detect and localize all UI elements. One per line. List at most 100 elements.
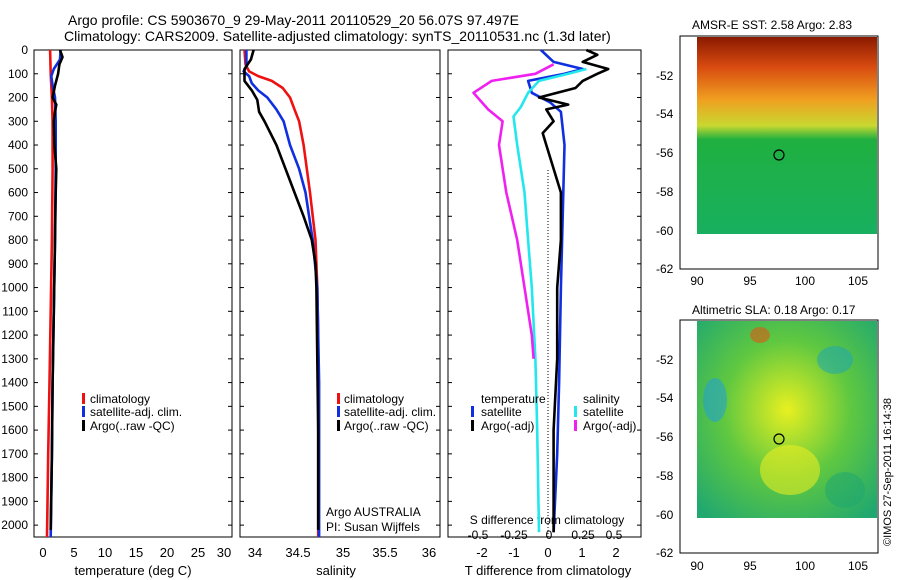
legend-label: Argo(-adj) <box>583 419 636 433</box>
s-difference-ticks: -0.5 -0.25 0 0.25 0.5 <box>468 528 623 542</box>
sla-anomaly-patch <box>825 472 865 508</box>
map-xtick: 100 <box>795 559 815 573</box>
sla-map-title: Altimetric SLA: 0.18 Argo: 0.17 <box>692 303 856 317</box>
depth-tick-label: 700 <box>8 209 28 223</box>
depth-tick-labels: 0 100 200 300 400 500 600 700 800 900 1000 1100 1200… <box>1 43 28 532</box>
argo-float-marker <box>773 149 785 161</box>
map-ytick: -52 <box>656 69 674 83</box>
legend-swatch-t-argo <box>471 420 474 431</box>
title-line-1: Argo profile: CS 5903670_9 29-May-2011 2… <box>68 12 519 28</box>
legend-swatch-satellite <box>337 406 340 417</box>
axis-ticks <box>34 49 641 526</box>
sla-map-xticks: 90 95 100 105 <box>690 559 868 573</box>
depth-tick-label: 1700 <box>1 447 28 461</box>
legend-swatch-argo <box>337 420 340 431</box>
legend-label: Argo(..raw -QC) <box>344 419 429 433</box>
legend-label: climatology <box>344 392 404 406</box>
salinity-xtick: 34.5 <box>285 545 310 560</box>
series-line-satellite-adj-clim- <box>242 50 321 537</box>
series-line-salinity-argo-adj- <box>472 63 555 359</box>
series-line-temperature-satellite <box>526 49 585 533</box>
map-ytick: -62 <box>656 546 674 560</box>
depth-tick-label: 0 <box>21 43 28 57</box>
depth-tick-label: 1500 <box>1 399 28 413</box>
legend-label: climatology <box>90 392 150 406</box>
salinity-xlabel: salinity <box>316 563 356 578</box>
legend-label: satellite-adj. clim. <box>90 405 182 419</box>
temperature-xticks: 0 5 10 15 20 25 30 <box>39 545 231 560</box>
depth-tick-label: 1400 <box>1 376 28 390</box>
difference-legend: temperature satellite Argo(-adj) salinit… <box>471 392 636 433</box>
sst-map-field <box>697 37 877 234</box>
legend-swatch-climatology <box>82 393 85 404</box>
temperature-xtick: 30 <box>217 545 231 560</box>
t-diff-tick: -2 <box>476 545 488 560</box>
legend-swatch-satellite <box>82 406 85 417</box>
map-ytick: -56 <box>656 146 674 160</box>
temperature-xtick: 25 <box>191 545 205 560</box>
legend-swatch-s-argo <box>574 420 577 431</box>
sla-anomaly-patch <box>817 346 853 374</box>
sla-map-blobs <box>703 327 865 508</box>
depth-tick-label: 1000 <box>1 281 28 295</box>
t-diff-tick: -1 <box>508 545 520 560</box>
depth-tick-label: 100 <box>8 67 28 81</box>
title-line-2: Climatology: CARS2009. Satellite-adjuste… <box>64 28 611 44</box>
legend-heading-salinity: salinity <box>583 392 620 406</box>
depth-tick-label: 900 <box>8 257 28 271</box>
depth-tick-label: 200 <box>8 91 28 105</box>
map-ytick: -54 <box>656 391 674 405</box>
temperature-legend: climatology satellite-adj. clim. Argo(..… <box>82 392 182 433</box>
legend-label: Argo(..raw -QC) <box>90 419 175 433</box>
map-xtick: 90 <box>690 274 704 288</box>
panel-difference-frame <box>447 49 642 538</box>
temperature-xtick: 0 <box>39 545 46 560</box>
series-line-argo-raw-qc- <box>49 49 64 530</box>
s-diff-tick: 0.5 <box>606 528 623 542</box>
panel-temperature-frame <box>33 49 233 538</box>
t-diff-tick: 0 <box>544 545 551 560</box>
series-line-salinity-satellite <box>512 67 587 533</box>
depth-tick-label: 1900 <box>1 494 28 508</box>
map-ytick: -60 <box>656 224 674 238</box>
sst-map-xticks: 90 95 100 105 <box>690 274 868 288</box>
map-xtick: 105 <box>848 559 868 573</box>
salinity-xtick: 35.5 <box>372 545 397 560</box>
map-xtick: 95 <box>743 559 757 573</box>
legend-swatch-t-satellite <box>471 406 474 417</box>
sst-map-yticks: -52 -54 -56 -58 -60 -62 <box>656 69 674 276</box>
t-diff-tick: 1 <box>578 545 585 560</box>
depth-tick-label: 1800 <box>1 471 28 485</box>
depth-tick-label: 2000 <box>1 518 28 532</box>
legend-swatch-climatology <box>337 393 340 404</box>
series-line-argo-raw-qc- <box>243 49 320 530</box>
series-line-climatology <box>243 49 320 537</box>
depth-tick-label: 400 <box>8 138 28 152</box>
argo-note: Argo AUSTRALIA <box>326 505 421 519</box>
pi-note: PI: Susan Wijffels <box>326 520 420 534</box>
depth-tick-label: 600 <box>8 186 28 200</box>
s-difference-label: S difference from climatology <box>470 513 625 527</box>
depth-tick-label: 1300 <box>1 352 28 366</box>
map-ytick: -52 <box>656 353 674 367</box>
salinity-xtick: 36 <box>422 545 436 560</box>
legend-heading-temperature: temperature <box>481 392 546 406</box>
temperature-xtick: 10 <box>98 545 112 560</box>
s-diff-tick: -0.5 <box>468 528 489 542</box>
map-ytick: -54 <box>656 107 674 121</box>
map-ytick: -62 <box>656 262 674 276</box>
legend-label: satellite <box>583 405 624 419</box>
salinity-xtick: 34 <box>248 545 262 560</box>
t-diff-tick: 2 <box>612 545 619 560</box>
t-difference-ticks: -2 -1 0 1 2 <box>476 545 619 560</box>
temperature-xtick: 20 <box>160 545 174 560</box>
depth-tick-label: 1600 <box>1 423 28 437</box>
argo-float-marker <box>773 433 785 445</box>
panel-salinity-frame <box>239 49 441 538</box>
sla-anomaly-patch <box>703 378 727 422</box>
map-ytick: -56 <box>656 430 674 444</box>
map-xtick: 100 <box>795 274 815 288</box>
depth-tick-label: 1200 <box>1 328 28 342</box>
sla-anomaly-patch <box>760 445 820 495</box>
salinity-xtick: 35 <box>336 545 350 560</box>
